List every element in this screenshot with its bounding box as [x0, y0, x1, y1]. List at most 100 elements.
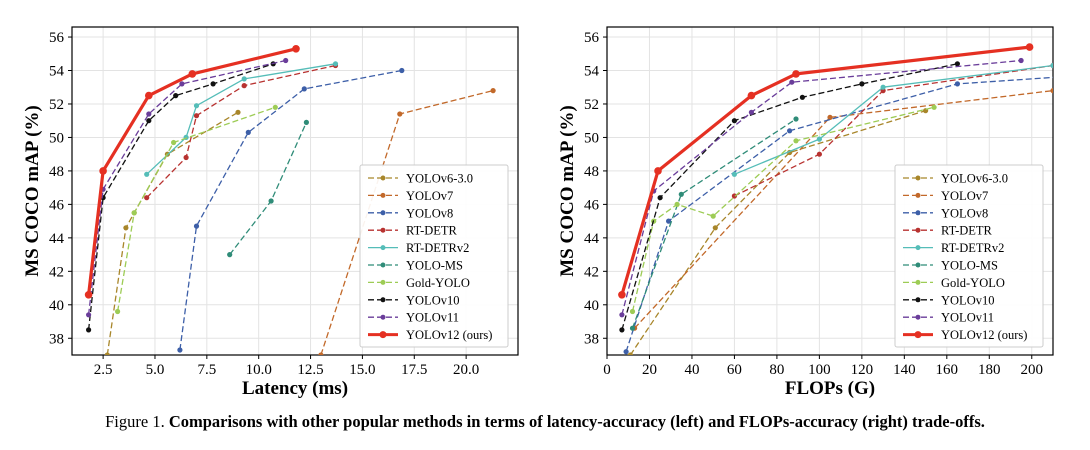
- data-point-rt-detrv2: [1050, 62, 1053, 69]
- data-point-yolov12-ours: [292, 45, 300, 53]
- legend: YOLOv6-3.0 YOLOv7 YOLOv8 RT-DETR RT-DETRv2 YO…: [359, 164, 509, 348]
- data-point-yolov7: [827, 114, 833, 120]
- data-point-yolov12-ours: [747, 91, 756, 100]
- data-point-yolov8: [623, 349, 629, 355]
- legend-marker: [915, 192, 921, 198]
- data-point-yolov10: [799, 94, 806, 100]
- data-point-yolov12-ours: [654, 167, 662, 175]
- caption-label: Figure 1.: [105, 412, 165, 431]
- legend-label: YOLOv10: [406, 293, 459, 307]
- data-point-yolov10: [86, 327, 92, 333]
- legend-marker: [914, 331, 922, 339]
- data-point-yolov7: [490, 88, 496, 94]
- legend-label: RT-DETR: [941, 224, 993, 238]
- data-point-rt-detrv2: [332, 61, 339, 67]
- x-tick-label: 10.0: [246, 362, 272, 378]
- y-tick-label: 54: [49, 64, 65, 80]
- data-point-yolov8: [399, 67, 405, 74]
- data-point-yolo-ms: [227, 252, 233, 258]
- data-point-yolov11: [146, 111, 152, 117]
- legend-marker: [380, 245, 386, 251]
- data-point-rt-detr: [193, 113, 200, 119]
- data-point-gold-yolo: [710, 213, 716, 219]
- legend-label: YOLOv6-3.0: [941, 172, 1008, 186]
- series-line-yolo-ms: [229, 122, 307, 255]
- y-tick-label: 48: [49, 164, 64, 180]
- legend-label: RT-DETRv2: [941, 241, 1004, 255]
- legend-label: YOLOv8: [406, 206, 453, 220]
- data-point-yolov12-ours: [1025, 43, 1034, 51]
- data-point-rt-detrv2: [241, 76, 247, 82]
- data-point-yolov8: [954, 81, 961, 87]
- data-point-rt-detrv2: [144, 171, 150, 177]
- data-point-gold-yolo: [793, 138, 799, 144]
- series-layer: [618, 43, 1053, 355]
- x-tick-label: 180: [978, 362, 1001, 378]
- data-point-yolo-ms: [268, 198, 274, 204]
- y-tick-label: 52: [49, 97, 64, 113]
- data-point-yolov8: [245, 129, 251, 135]
- data-point-yolo-ms: [303, 119, 309, 125]
- legend-marker: [915, 175, 921, 181]
- data-point-yolov8: [177, 347, 183, 353]
- y-tick-label: 46: [49, 197, 65, 213]
- series-layer: [84, 45, 496, 355]
- data-point-yolo-ms: [793, 116, 799, 122]
- legend-marker: [380, 227, 386, 233]
- x-tick-label: 120: [851, 362, 874, 378]
- data-point-yolov10: [954, 61, 961, 67]
- legend-label: YOLOv11: [941, 311, 994, 325]
- x-tick-label: 0: [603, 362, 611, 378]
- series-line-yolov6-3-0: [106, 111, 239, 355]
- y-tick-label: 38: [49, 331, 64, 347]
- x-tick-label: 12.5: [297, 362, 323, 378]
- y-tick-label: 40: [584, 298, 599, 314]
- legend-label: YOLO-MS: [406, 259, 463, 273]
- data-point-yolov11: [748, 109, 755, 115]
- data-point-yolov8: [193, 223, 200, 229]
- legend-marker: [380, 297, 386, 303]
- x-tick-label: 20: [642, 362, 657, 378]
- y-tick-label: 52: [584, 97, 599, 113]
- legend-label: RT-DETR: [406, 224, 458, 238]
- data-point-gold-yolo: [131, 210, 137, 216]
- data-point-yolov6-3-0: [235, 109, 241, 115]
- y-tick-label: 48: [584, 164, 599, 180]
- data-point-gold-yolo: [931, 104, 937, 110]
- data-point-gold-yolo: [115, 308, 121, 315]
- data-point-gold-yolo: [629, 308, 636, 315]
- data-point-yolov12-ours: [145, 91, 153, 100]
- y-tick-label: 38: [584, 331, 599, 347]
- legend-label: YOLO-MS: [941, 259, 998, 273]
- data-point-yolov12-ours: [792, 70, 800, 78]
- y-tick-label: 56: [584, 30, 600, 46]
- series-line-yolov8: [179, 69, 402, 351]
- data-point-yolov7: [397, 111, 403, 117]
- data-point-yolov8: [301, 86, 307, 92]
- comparison-charts: 2.5 5.0 7.5 10.0 12.5 15.0 17.5 20.0 38 40 42 44 46 4…: [22, 26, 1054, 399]
- legend-label: RT-DETRv2: [406, 241, 469, 255]
- data-point-yolov11: [283, 57, 289, 64]
- y-tick-label: 54: [584, 64, 600, 80]
- y-tick-label: 44: [49, 231, 65, 247]
- x-tick-label: 7.5: [197, 362, 216, 378]
- legend-label: YOLOv12 (ours): [406, 328, 492, 342]
- data-point-yolov11: [789, 79, 795, 85]
- x-tick-label: 60: [727, 362, 742, 378]
- legend-label: YOLOv10: [941, 293, 994, 307]
- series-line-rt-detr: [734, 64, 1053, 197]
- legend-marker: [915, 279, 921, 285]
- data-point-yolov8: [787, 128, 793, 134]
- data-point-yolov6-3-0: [712, 225, 718, 231]
- data-point-yolov10: [619, 327, 625, 333]
- data-point-gold-yolo: [674, 201, 680, 207]
- data-point-yolov7: [318, 352, 324, 355]
- data-point-rt-detrv2: [880, 84, 886, 90]
- plot-frame: [606, 26, 1054, 356]
- legend-marker: [915, 227, 921, 233]
- legend-marker: [380, 192, 386, 198]
- legend-marker: [380, 175, 386, 181]
- data-point-yolov6-3-0: [627, 352, 633, 355]
- x-tick-label: 200: [1021, 362, 1044, 378]
- series-line-yolov11: [87, 59, 286, 315]
